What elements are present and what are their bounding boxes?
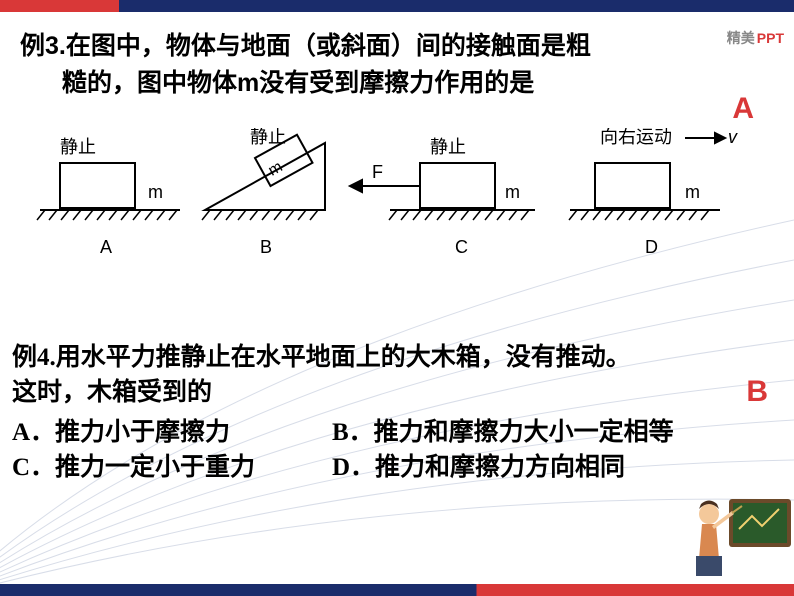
label-c: C: [455, 237, 468, 257]
q4-answer: B: [746, 375, 768, 409]
teacher-icon: [684, 494, 794, 584]
q3-m: m: [237, 69, 259, 97]
label-a: A: [100, 237, 112, 257]
watermark: 精美 PPT: [727, 28, 784, 48]
bottom-bar: [0, 584, 794, 596]
q4-line2: 这时，木箱受到的: [12, 379, 212, 406]
q3-prefix: 例: [20, 33, 45, 60]
opt-a: A．推力小于摩擦力: [12, 415, 332, 450]
label-d: D: [645, 237, 658, 257]
top-bar: [0, 0, 794, 12]
label-m-b: m: [266, 158, 286, 179]
q4-options: A．推力小于摩擦力 B．推力和摩擦力大小一定相等 C．推力一定小于重力 D．推力…: [12, 415, 772, 485]
q3-text: 例3.在图中，物体与地面（或斜面）间的接触面是粗 糙的，图中物体m没有受到摩擦力…: [20, 28, 750, 103]
watermark-cn: 精美: [727, 28, 755, 48]
q3-line2b: 没有受到摩擦力作用的是: [259, 70, 534, 97]
label-m-c: m: [505, 182, 520, 202]
physics-diagram: 静止 m A 静止 m: [30, 128, 750, 288]
q3-line1: 在图中，物体与地面（或斜面）间的接触面是粗: [66, 33, 591, 60]
opt-d: D．推力和摩擦力方向相同: [332, 450, 625, 485]
q3-num: 3.: [45, 32, 66, 60]
label-b: B: [260, 237, 272, 257]
watermark-en: PPT: [757, 30, 784, 46]
q4-prefix: 例4.: [12, 344, 56, 371]
slide: 精美 PPT 例3.在图中，物体与地面（或斜面）间的接触面是粗 糙的，图中物体m…: [0, 0, 794, 596]
q4-text: 例4.用水平力推静止在水平地面上的大木箱，没有推动。 这时，木箱受到的: [12, 340, 772, 410]
label-still-c: 静止: [430, 137, 466, 157]
label-still-a: 静止: [60, 137, 96, 157]
q3-line2a: 糙的，图中物体: [62, 70, 237, 97]
q3-answer: A: [732, 92, 754, 126]
opt-b: B．推力和摩擦力大小一定相等: [332, 415, 674, 450]
label-m-a: m: [148, 182, 163, 202]
opt-c: C．推力一定小于重力: [12, 450, 332, 485]
label-f: F: [372, 162, 383, 182]
label-v: v: [728, 128, 738, 147]
label-moving: 向右运动: [600, 128, 672, 147]
q4-line1: 用水平力推静止在水平地面上的大木箱，没有推动。: [56, 344, 631, 371]
label-m-d: m: [685, 182, 700, 202]
